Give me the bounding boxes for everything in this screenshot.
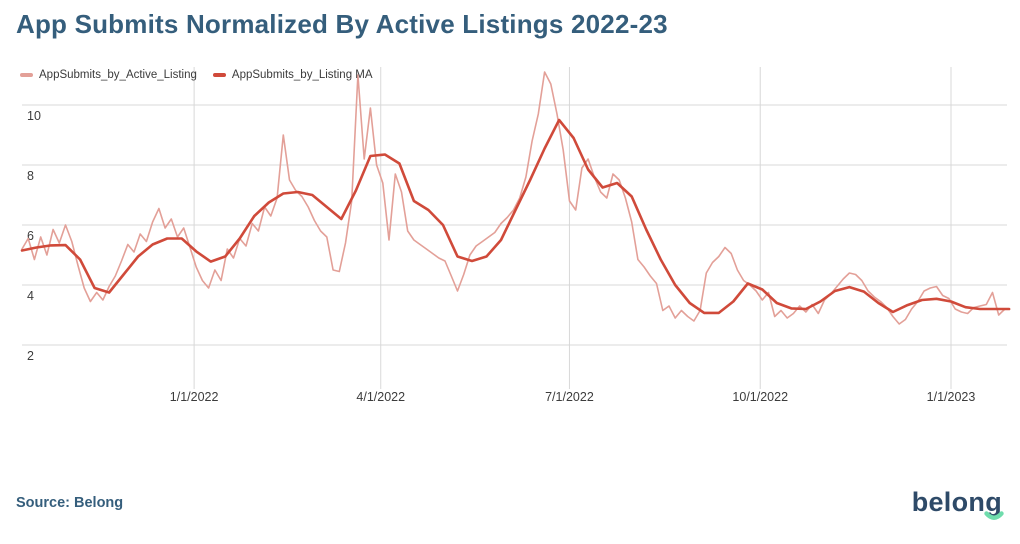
chart-legend: AppSubmits_by_Active_Listing AppSubmits_… xyxy=(20,69,373,81)
source-attribution: Source: Belong xyxy=(16,495,124,511)
y-tick-label: 4 xyxy=(27,289,34,303)
raw-series-line[interactable] xyxy=(21,71,1006,325)
y-tick-label: 2 xyxy=(27,349,34,363)
x-tick-label: 1/1/2023 xyxy=(927,390,976,404)
x-tick-label: 7/1/2022 xyxy=(545,390,594,404)
page-title: App Submits Normalized By Active Listing… xyxy=(16,9,668,39)
x-tick-label: 1/1/2022 xyxy=(170,390,219,404)
x-tick-label: 4/1/2022 xyxy=(356,390,405,404)
raw-series-swatch-icon xyxy=(20,73,33,77)
y-tick-label: 6 xyxy=(27,229,34,243)
moving-average-line[interactable] xyxy=(20,118,1011,315)
y-tick-label: 10 xyxy=(27,109,41,123)
legend-item-raw-series[interactable]: AppSubmits_by_Active_Listing xyxy=(20,69,197,81)
legend-item-ma-series[interactable]: AppSubmits_by_Listing MA xyxy=(212,69,373,81)
legend-item-label: AppSubmits_by_Listing MA xyxy=(231,69,373,81)
y-tick-label: 8 xyxy=(27,169,34,183)
ma-series-swatch-icon xyxy=(212,73,226,77)
x-tick-label: 10/1/2022 xyxy=(732,390,788,404)
legend-item-label: AppSubmits_by_Active_Listing xyxy=(39,69,197,81)
logo-smile-icon xyxy=(984,511,1004,520)
belong-logo: belong xyxy=(912,487,1004,520)
